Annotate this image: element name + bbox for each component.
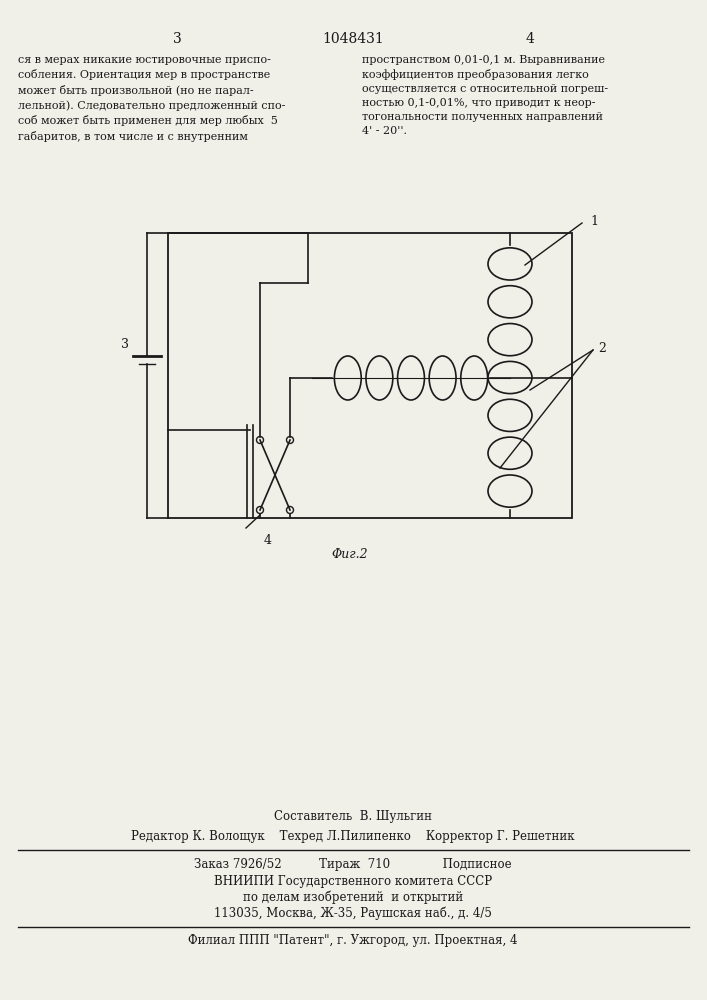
Text: Филиал ППП "Патент", г. Ужгород, ул. Проектная, 4: Филиал ППП "Патент", г. Ужгород, ул. Про… <box>188 934 518 947</box>
Text: 4: 4 <box>264 534 272 547</box>
Text: 2: 2 <box>598 342 606 355</box>
Text: Заказ 7926/52          Тираж  710              Подписное: Заказ 7926/52 Тираж 710 Подписное <box>194 858 512 871</box>
Text: 1048431: 1048431 <box>322 32 384 46</box>
Text: по делам изобретений  и открытий: по делам изобретений и открытий <box>243 891 463 904</box>
Text: ся в мерах никакие юстировочные приспо-
собления. Ориентация мер в пространстве
: ся в мерах никакие юстировочные приспо- … <box>18 55 286 142</box>
Bar <box>168 233 572 518</box>
Text: ВНИИПИ Государственного комитета СССР: ВНИИПИ Государственного комитета СССР <box>214 875 492 888</box>
Text: 113035, Москва, Ж-35, Раушская наб., д. 4/5: 113035, Москва, Ж-35, Раушская наб., д. … <box>214 907 492 920</box>
Text: 3: 3 <box>173 32 182 46</box>
Text: пространством 0,01-0,1 м. Выравнивание
коэффициентов преобразования легко
осущес: пространством 0,01-0,1 м. Выравнивание к… <box>362 55 608 136</box>
Text: 1: 1 <box>590 215 598 228</box>
Text: 4: 4 <box>525 32 534 46</box>
Text: Φиг.2: Φиг.2 <box>332 548 368 561</box>
Text: 3: 3 <box>121 338 129 351</box>
Text: Редактор К. Волощук    Техред Л.Пилипенко    Корректор Г. Решетник: Редактор К. Волощук Техред Л.Пилипенко К… <box>132 830 575 843</box>
Text: Составитель  В. Шульгин: Составитель В. Шульгин <box>274 810 432 823</box>
